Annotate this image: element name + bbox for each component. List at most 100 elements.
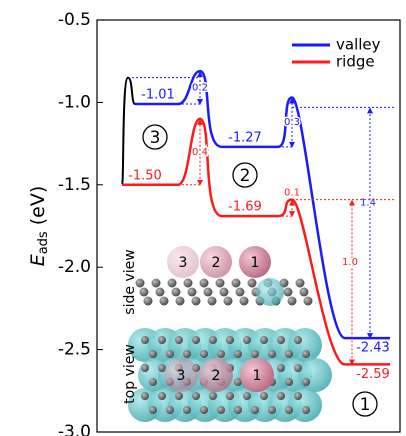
carbon-atom — [234, 350, 242, 358]
carbon-atom — [166, 350, 174, 358]
adatom — [164, 358, 198, 392]
carbon-atom — [155, 287, 165, 297]
carbon-atom — [302, 406, 310, 414]
carbon-atom — [158, 364, 166, 372]
carbon-atom — [285, 350, 293, 358]
carbon-atom — [200, 350, 208, 358]
y-tick-label: -1.5 — [58, 175, 91, 195]
carbon-atom — [295, 278, 305, 288]
carbon-atom — [285, 406, 293, 414]
carbon-atom — [243, 336, 251, 344]
carbon-atom — [159, 296, 169, 306]
adatom — [239, 246, 271, 278]
state-label: 3 — [150, 128, 161, 148]
level-label: -1.50 — [128, 168, 162, 183]
carbon-atom — [175, 336, 183, 344]
y-tick-label: -2.5 — [58, 340, 91, 360]
carbon-atom — [277, 336, 285, 344]
carbon-atom — [251, 350, 259, 358]
site-label: 1 — [251, 255, 260, 271]
level-label: -1.27 — [228, 130, 262, 145]
y-tick-label: -0.5 — [58, 10, 91, 30]
carbon-atom — [294, 392, 302, 400]
adatom — [240, 358, 274, 392]
carbon-atom — [175, 296, 185, 306]
carbon-atom — [166, 406, 174, 414]
level-label: -2.59 — [356, 367, 390, 382]
side-view-label: side view — [122, 249, 138, 314]
carbon-atom — [285, 378, 293, 386]
site-label: 3 — [177, 368, 186, 384]
carbon-atom — [268, 406, 276, 414]
state-label: 1 — [360, 395, 371, 415]
carbon-atom — [141, 392, 149, 400]
carbon-atom — [175, 392, 183, 400]
carbon-atom — [158, 336, 166, 344]
carbon-atom — [209, 392, 217, 400]
structure-inset: 3 2 1 3 2 1 side view top view — [122, 246, 332, 422]
carbon-atom — [192, 336, 200, 344]
carbon-atom — [283, 287, 293, 297]
carbon-atom — [302, 378, 310, 386]
carbon-atom — [303, 296, 313, 306]
carbon-atom — [199, 278, 209, 288]
carbon-atom — [231, 278, 241, 288]
barrier-label: 0.1 — [284, 188, 300, 199]
carbon-atom — [251, 406, 259, 414]
transition-curve — [277, 198, 346, 366]
barrier-label: 0.2 — [192, 83, 208, 94]
carbon-atom — [287, 296, 297, 306]
carbon-atom — [141, 364, 149, 372]
carbon-atom — [239, 296, 249, 306]
state-marker — [232, 162, 258, 188]
carbon-atom — [223, 296, 233, 306]
state-marker — [352, 391, 378, 417]
carbon-atom — [139, 287, 149, 297]
legend-label: valley — [336, 36, 381, 54]
substrate-atom — [298, 358, 332, 392]
carbon-atom — [235, 287, 245, 297]
release-label: 1.0 — [342, 257, 358, 268]
carbon-atom — [217, 350, 225, 358]
legend-label: ridge — [336, 53, 375, 71]
carbon-atom — [167, 278, 177, 288]
carbon-atom — [183, 350, 191, 358]
carbon-atom — [260, 392, 268, 400]
y-tick-label: -1.0 — [58, 92, 91, 112]
substrate-atom — [256, 278, 284, 306]
adatom — [167, 246, 199, 278]
barrier-label: 0.3 — [284, 117, 300, 128]
carbon-atom — [135, 278, 145, 288]
carbon-atom — [187, 287, 197, 297]
carbon-atom — [149, 378, 157, 386]
carbon-atom — [171, 287, 181, 297]
carbon-atom — [268, 350, 276, 358]
carbon-atom — [215, 278, 225, 288]
state-marker — [142, 124, 168, 150]
carbon-atom — [158, 392, 166, 400]
carbon-atom — [183, 278, 193, 288]
initial-curve — [121, 76, 136, 186]
carbon-atom — [183, 406, 191, 414]
carbon-atom — [234, 406, 242, 414]
carbon-atom — [217, 406, 225, 414]
carbon-atom — [247, 278, 257, 288]
carbon-atom — [149, 350, 157, 358]
carbon-atom — [294, 336, 302, 344]
carbon-atom — [299, 287, 309, 297]
carbon-atom — [226, 392, 234, 400]
site-label: 2 — [212, 255, 221, 271]
barrier-label: 0.4 — [192, 147, 208, 158]
site-label: 1 — [253, 368, 262, 384]
state-label: 2 — [240, 166, 251, 186]
carbon-atom — [191, 296, 201, 306]
carbon-atom — [226, 336, 234, 344]
substrate-atom — [288, 388, 322, 422]
carbon-atom — [209, 336, 217, 344]
top-view-label: top view — [122, 344, 138, 404]
carbon-atom — [200, 406, 208, 414]
y-tick-label: -2.0 — [58, 257, 91, 277]
carbon-atom — [219, 287, 229, 297]
y-axis-label: Eads (eV) — [27, 186, 51, 267]
carbon-atom — [277, 364, 285, 372]
